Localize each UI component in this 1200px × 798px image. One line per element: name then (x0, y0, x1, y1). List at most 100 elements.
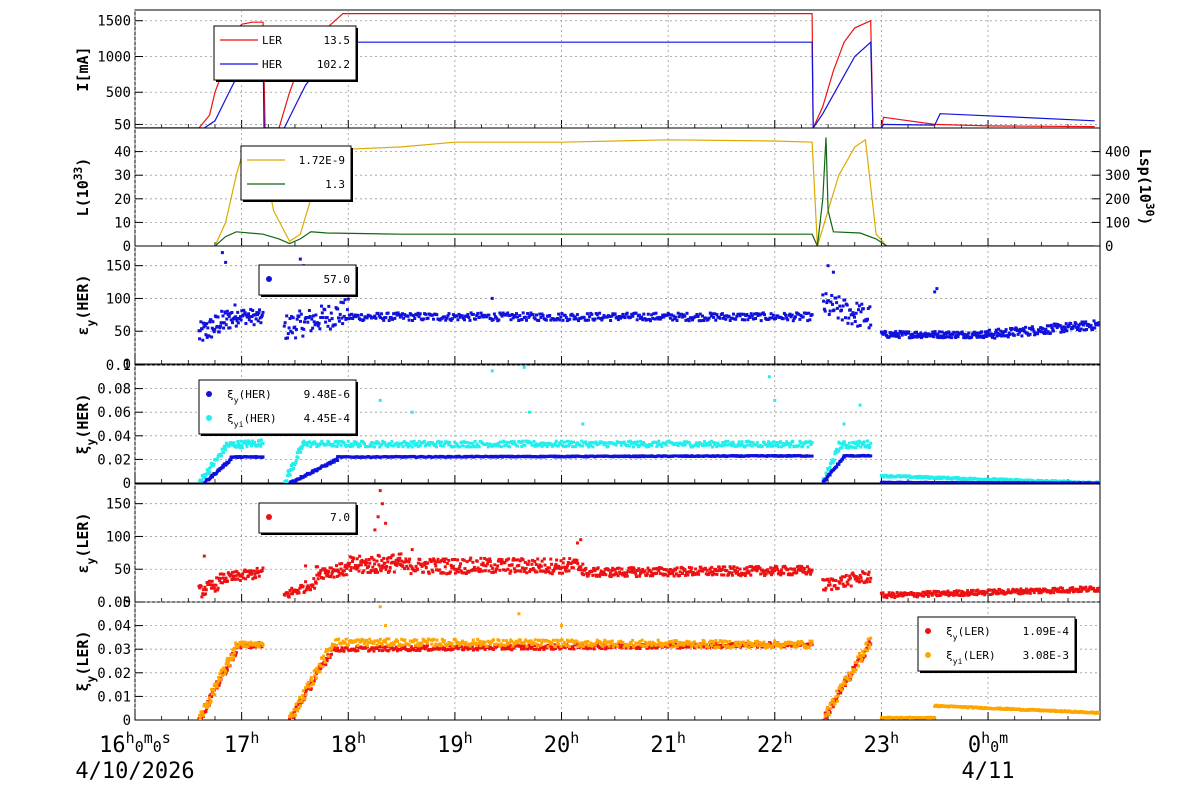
data-point (507, 645, 511, 649)
data-point (220, 454, 223, 458)
data-point (524, 566, 528, 570)
data-point (225, 668, 229, 672)
data-point (714, 441, 718, 445)
data-point (490, 296, 494, 300)
data-point (625, 574, 629, 578)
data-point (560, 312, 564, 315)
data-point (247, 574, 250, 578)
data-point (721, 441, 725, 444)
data-point (824, 471, 828, 475)
legend-dot-marker (266, 276, 272, 282)
data-point (779, 440, 783, 444)
data-point (461, 444, 465, 448)
data-point (240, 446, 244, 449)
data-point (989, 592, 993, 596)
data-point (997, 327, 1001, 331)
data-point (840, 308, 843, 312)
data-point (435, 313, 439, 317)
y-tick-label: 100 (106, 291, 131, 307)
data-point (983, 330, 987, 334)
data-point (1073, 324, 1076, 328)
data-point (831, 270, 835, 274)
data-point (475, 442, 479, 446)
data-point (648, 574, 652, 578)
data-point (854, 311, 858, 315)
data-point (301, 584, 305, 588)
data-point (736, 570, 740, 574)
data-point (708, 440, 712, 444)
data-point (1082, 323, 1085, 327)
data-point (960, 330, 964, 334)
data-point (620, 643, 624, 647)
data-point (579, 538, 583, 542)
data-point (760, 444, 764, 448)
data-point (957, 589, 961, 593)
data-point (637, 313, 641, 317)
data-point (549, 443, 553, 447)
data-point (299, 312, 303, 316)
data-point (615, 572, 619, 576)
data-point (1073, 589, 1077, 593)
data-point (631, 314, 635, 318)
data-point (203, 324, 207, 327)
data-point (535, 570, 539, 574)
data-point (483, 556, 487, 560)
data-point (486, 559, 490, 563)
data-point (370, 556, 374, 560)
data-point (636, 568, 640, 572)
data-point (654, 440, 658, 444)
data-point (222, 450, 226, 454)
data-point (668, 316, 672, 320)
data-point (352, 315, 356, 319)
data-point (579, 568, 583, 572)
data-point (282, 324, 286, 328)
data-point (626, 440, 630, 444)
data-point (1093, 326, 1097, 330)
data-point (241, 576, 245, 580)
data-point (212, 583, 216, 587)
data-point (960, 589, 964, 593)
data-point (745, 443, 749, 447)
data-point (325, 316, 329, 319)
data-point (530, 646, 534, 649)
data-point (625, 571, 628, 575)
data-point (617, 566, 621, 570)
data-point (965, 591, 969, 595)
data-point (735, 314, 739, 318)
data-point (933, 290, 937, 294)
data-point (390, 645, 394, 649)
data-point (689, 569, 693, 573)
data-point (571, 645, 575, 649)
data-point (618, 440, 622, 444)
data-point (239, 439, 243, 443)
data-point (810, 568, 814, 572)
data-point (675, 566, 679, 570)
data-point (215, 576, 219, 580)
data-point (1044, 327, 1048, 331)
data-point (295, 591, 299, 595)
data-point (732, 442, 736, 446)
data-point (291, 716, 295, 720)
data-point (219, 324, 222, 328)
data-point (385, 557, 389, 561)
data-point (764, 572, 768, 576)
data-point (357, 569, 361, 573)
data-point (426, 561, 430, 565)
data-point (747, 570, 751, 574)
data-point (1047, 324, 1051, 328)
data-point (371, 565, 375, 569)
data-point (831, 705, 835, 709)
data-point (218, 326, 222, 330)
data-point (311, 583, 315, 587)
panel-data (197, 489, 1100, 600)
data-point (1060, 586, 1064, 590)
data-point (204, 592, 208, 596)
data-point (383, 561, 387, 565)
data-point (242, 308, 246, 312)
y-right-tick-label: 200 (1105, 192, 1130, 208)
data-point (451, 564, 455, 568)
data-point (828, 711, 832, 714)
data-point (330, 652, 333, 656)
data-point (915, 592, 919, 596)
data-point (395, 563, 399, 567)
